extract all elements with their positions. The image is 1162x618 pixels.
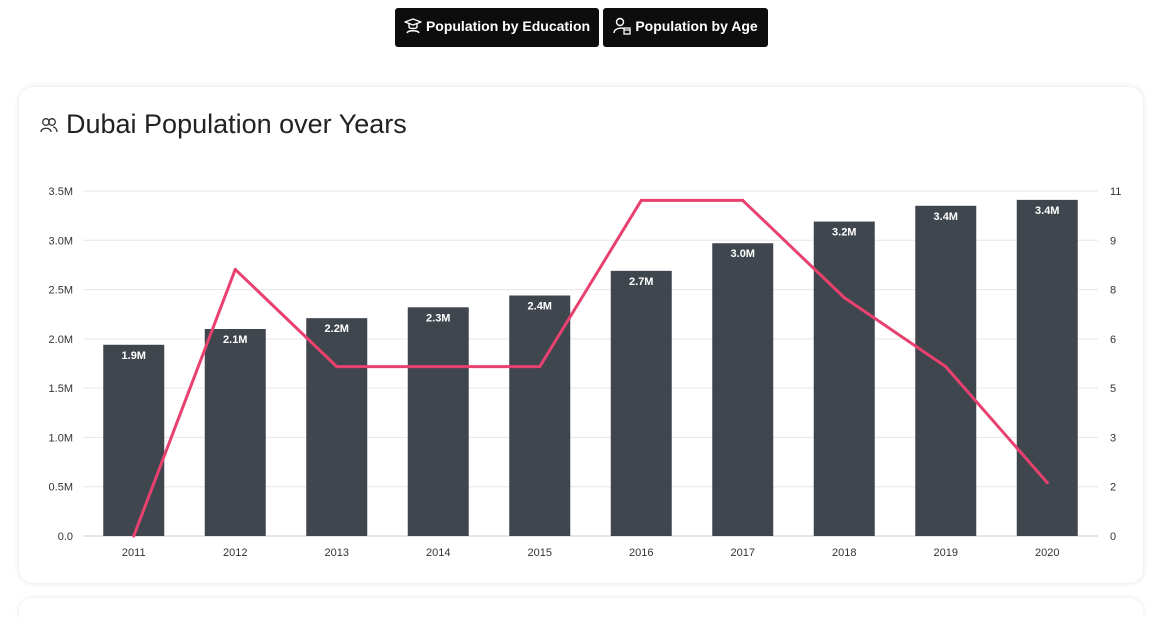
population-by-education-button[interactable]: Population by Education <box>395 8 599 47</box>
bar-data-label: 3.4M <box>1035 205 1059 217</box>
bar <box>610 270 672 536</box>
line-point <box>639 198 643 202</box>
bar-data-label: 2.3M <box>426 312 450 324</box>
y-left-tick-label: 2.0M <box>49 334 73 346</box>
x-tick-label: 2012 <box>223 547 247 559</box>
bar-data-label: 1.9M <box>122 350 146 362</box>
bar-data-label: 2.7M <box>629 276 653 288</box>
y-left-tick-label: 2.5M <box>49 285 73 297</box>
card-title-text: Dubai Population over Years <box>66 109 407 139</box>
y-left-tick-label: 3.5M <box>49 186 73 198</box>
bar-data-label: 3.2M <box>832 227 856 239</box>
y-left-tick-label: 1.5M <box>49 383 73 395</box>
users-icon <box>40 117 58 133</box>
card-title: Dubai Population over Years <box>40 109 407 140</box>
x-tick-label: 2015 <box>528 547 552 559</box>
y-left-tick-label: 0.0 <box>58 531 73 543</box>
bar <box>1016 199 1078 536</box>
bar <box>813 221 875 537</box>
y-left-tick-label: 1.0M <box>49 432 73 444</box>
bar <box>915 205 977 537</box>
bar-data-label: 2.4M <box>528 300 552 312</box>
x-tick-label: 2011 <box>122 547 146 559</box>
line-point <box>741 198 745 202</box>
bar-data-label: 3.4M <box>934 211 958 223</box>
y-right-tick-label: 5 <box>1110 383 1116 395</box>
y-left-tick-label: 0.5M <box>49 482 73 494</box>
y-right-tick-label: 0 <box>1110 531 1116 543</box>
line-point <box>538 365 542 369</box>
line-point <box>132 534 136 538</box>
x-tick-label: 2017 <box>731 547 755 559</box>
user-calendar-icon <box>613 17 631 35</box>
x-tick-label: 2018 <box>832 547 856 559</box>
bar <box>407 307 469 536</box>
y-right-tick-label: 6 <box>1110 334 1116 346</box>
y-right-tick-label: 11 <box>1110 186 1121 198</box>
line-point <box>1045 481 1049 485</box>
x-tick-label: 2016 <box>629 547 653 559</box>
x-tick-label: 2013 <box>325 547 349 559</box>
line-point <box>944 365 948 369</box>
y-right-tick-label: 9 <box>1110 235 1116 247</box>
population-by-age-label: Population by Age <box>635 17 758 34</box>
bar-data-label: 2.1M <box>223 334 247 346</box>
x-tick-label: 2019 <box>934 547 958 559</box>
bar-data-label: 3.0M <box>731 248 755 260</box>
y-left-tick-label: 3.0M <box>49 235 73 247</box>
bar <box>712 243 774 536</box>
line-series <box>132 198 1049 538</box>
x-tick-label: 2020 <box>1035 547 1059 559</box>
line-point <box>436 365 440 369</box>
y-right-tick-label: 2 <box>1110 482 1116 494</box>
line-point <box>335 365 339 369</box>
y-right-tick-label: 8 <box>1110 285 1116 297</box>
y-right-tick-label: 3 <box>1110 432 1116 444</box>
line-point <box>842 296 846 300</box>
graduation-icon <box>404 17 422 34</box>
next-card-edge <box>19 598 1143 618</box>
population-by-education-label: Population by Education <box>425 17 591 34</box>
bar <box>306 318 368 536</box>
population-by-age-button[interactable]: Population by Age <box>603 8 768 47</box>
top-nav: Population by Education Population by Ag… <box>0 0 1162 60</box>
bar <box>103 344 165 536</box>
bar-data-label: 2.2M <box>325 323 349 335</box>
line-point <box>233 267 237 271</box>
x-tick-label: 2014 <box>426 547 450 559</box>
bar <box>204 329 266 536</box>
